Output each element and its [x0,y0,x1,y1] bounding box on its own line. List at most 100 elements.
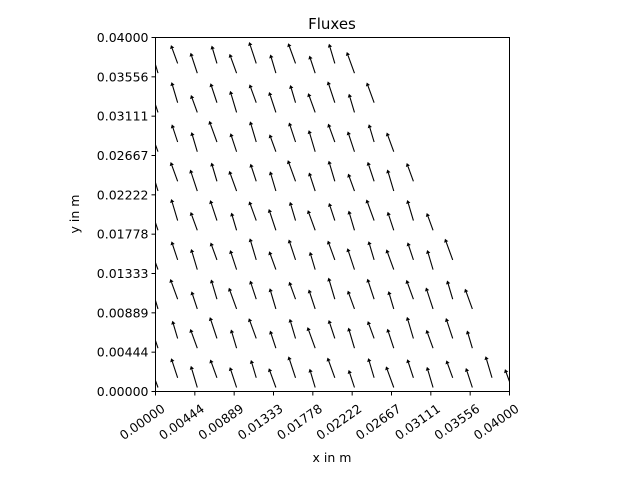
flux-arrow [406,242,414,261]
flux-arrow [444,238,454,261]
flux-arrow [267,208,277,231]
flux-arrow [347,369,355,388]
flux-arrow [155,261,159,270]
flux-arrow [328,203,336,221]
y-tick-label: 0.00000 [97,384,149,399]
flux-arrow [248,318,257,339]
flux-arrow [504,369,510,384]
flux-arrow [347,173,355,192]
flux-arrow [326,357,336,378]
flux-arrow [327,319,336,339]
flux-arrow [248,201,257,221]
flux-arrow [308,251,316,270]
flux-arrow [155,379,159,388]
x-axis-label: x in m [313,450,352,465]
y-tick-label: 0.00444 [97,345,149,360]
flux-arrow [210,45,218,64]
flux-arrow [287,356,297,378]
flux-arrow [307,93,316,113]
y-tick-label: 0.01778 [97,227,149,242]
flux-arrow [249,163,257,182]
y-tick-label: 0.03111 [97,109,149,124]
flux-arrow [228,170,238,192]
flux-arrow [248,84,257,103]
flux-arrow [345,52,355,74]
flux-arrow [170,82,179,103]
flux-arrow [286,160,297,182]
flux-arrow [228,53,238,74]
flux-arrow [209,242,218,261]
flux-arrow [248,121,257,143]
flux-arrow [190,132,198,152]
flux-arrow [465,330,473,349]
flux-arrow [289,84,297,103]
flux-arrow [208,317,218,339]
flux-arrow [406,199,414,221]
flux-arrow [268,92,277,113]
flux-arrow [229,329,238,349]
flux-arrow [228,367,238,388]
flux-arrow [326,240,336,261]
flux-arrow [308,55,316,74]
flux-arrow [269,330,277,349]
y-tick-label: 0.02222 [97,187,149,202]
flux-arrow [170,45,179,64]
flux-arrow [190,291,198,310]
flux-arrow [426,249,434,270]
flux-arrow [446,280,454,300]
flux-arrows [155,13,510,388]
flux-arrow [170,358,179,378]
flux-arrow [229,133,238,152]
flux-arrow [307,289,316,310]
flux-arrow [249,360,257,378]
y-tick-label: 0.02667 [97,148,149,163]
flux-arrow [425,366,434,388]
y-tick-label: 0.04000 [97,30,149,45]
flux-arrow [367,241,375,261]
flux-arrow [405,279,414,300]
flux-arrow [267,13,276,34]
flux-arrow [385,249,395,270]
flux-arrow [327,277,336,300]
y-axis-label: y in m [67,195,82,234]
flux-arrow [306,210,316,231]
flux-arrow [169,162,179,182]
flux-arrow [288,122,297,143]
flux-arrow [366,278,375,300]
flux-arrow [464,368,473,388]
flux-arrow [385,132,395,152]
flux-arrow [189,212,198,231]
flux-arrow [171,320,179,339]
flux-arrow [209,83,218,103]
flux-arrow [155,175,159,192]
flux-arrow [288,281,297,300]
flux-arrow [387,291,395,310]
flux-arrow [445,360,454,378]
flux-arrow [268,288,277,310]
flux-arrow [366,321,375,339]
flux-arrow [169,278,179,300]
flux-arrow [366,161,375,182]
flux-arrow [425,212,434,231]
flux-arrow [189,365,198,388]
flux-arrow [346,290,355,310]
flux-arrow [308,172,316,192]
chart-title: Fluxes [308,15,356,33]
flux-arrow [189,328,198,349]
flux-arrow [267,368,277,388]
flux-arrow [386,169,395,192]
flux-arrow [444,318,454,339]
y-tick-label: 0.01333 [97,266,149,281]
flux-arrow [365,199,375,221]
flux-arrow [386,328,395,349]
flux-arrow [347,210,355,231]
flux-arrow [230,16,237,34]
flux-arrow [484,356,493,378]
flux-arrow [209,359,218,378]
flux-arrow [230,212,238,231]
flux-arrow [190,95,198,113]
flux-arrow [367,358,375,378]
flux-arrow [425,329,434,349]
flux-arrow [268,134,277,152]
